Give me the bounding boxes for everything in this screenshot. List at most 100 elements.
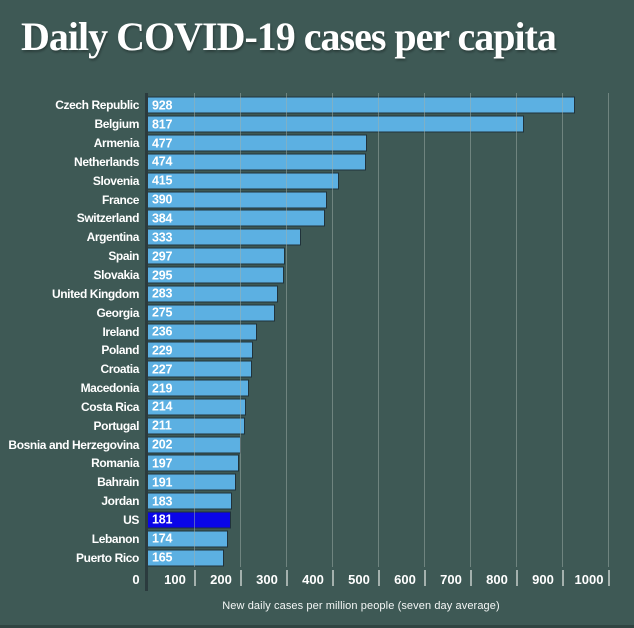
y-axis-line [145, 93, 148, 591]
plot-area: Czech Republic 928 Belgium 817 Armenia 477 Net… [0, 93, 634, 567]
bar-track: 181 [148, 511, 634, 530]
bar-row: Czech Republic 928 [0, 96, 634, 115]
bar: 817 [148, 115, 524, 133]
country-label: Slovenia [92, 173, 140, 188]
country-label: Czech Republic [55, 98, 139, 113]
bar: 333 [148, 228, 301, 246]
country-label: Slovakia [93, 268, 140, 283]
bar-value-label: 229 [152, 343, 173, 358]
bar-row: Romania 197 [0, 454, 634, 473]
bar-value-label: 333 [152, 230, 173, 245]
bar-track: 474 [148, 153, 634, 172]
bar-track: 214 [148, 398, 634, 417]
bar-row: France 390 [0, 190, 634, 209]
gridline [470, 93, 471, 567]
bar-track: 384 [148, 209, 634, 228]
x-tick-label: 1000 [574, 572, 604, 587]
bar-row: Ireland 236 [0, 322, 634, 341]
bar-track: 174 [148, 529, 634, 548]
bar-track: 390 [148, 190, 634, 209]
bar-track: 211 [148, 416, 634, 435]
x-tick-mark [470, 570, 472, 586]
bar-row: Bosnia and Herzegovina 202 [0, 435, 634, 454]
x-tick-mark [562, 570, 564, 586]
bar: 283 [148, 285, 278, 303]
bar-value-label: 295 [152, 268, 173, 283]
bar-track: 333 [148, 228, 634, 247]
bar-row: Spain 297 [0, 247, 634, 266]
bar-value-label: 219 [152, 381, 173, 396]
bar: 390 [148, 191, 327, 209]
country-label: Belgium [94, 117, 139, 132]
bar: 229 [148, 341, 253, 359]
x-tick-mark [194, 570, 196, 586]
chart-title: Daily COVID-19 cases per capita [21, 14, 557, 59]
bar-value-label: 174 [152, 531, 173, 546]
x-tick-mark [424, 570, 426, 586]
x-tick-label: 600 [394, 572, 416, 587]
bar-value-label: 236 [152, 324, 173, 339]
gridline [378, 93, 379, 567]
bar-value-label: 283 [152, 286, 173, 301]
bar: 165 [148, 549, 224, 567]
x-tick-label: 900 [532, 572, 554, 587]
country-label: Costa Rica [80, 399, 139, 414]
highlighted-bar: 181 [148, 511, 231, 529]
country-label: Netherlands [74, 154, 139, 169]
bar-track: 928 [148, 96, 634, 115]
bar-track: 275 [148, 303, 634, 322]
bar-value-label: 817 [152, 117, 173, 132]
bar-track: 295 [148, 266, 634, 285]
x-tick-mark [240, 570, 242, 586]
bar-value-label: 197 [152, 456, 173, 471]
bar-row: Jordan 183 [0, 492, 634, 511]
bar: 191 [148, 473, 236, 491]
x-tick-label: 500 [348, 572, 370, 587]
x-tick-mark [516, 570, 518, 586]
bar-row: Macedonia 219 [0, 379, 634, 398]
bar-row: Slovakia 295 [0, 266, 634, 285]
country-label: Spain [108, 249, 139, 264]
bar-value-label: 202 [152, 437, 173, 452]
country-label: France [102, 192, 139, 207]
x-tick-mark [378, 570, 380, 586]
bar-row: Georgia 275 [0, 303, 634, 322]
country-label: Poland [101, 343, 139, 358]
bar-value-label: 384 [152, 211, 173, 226]
bar: 236 [148, 323, 257, 341]
x-tick-label: 200 [210, 572, 232, 587]
bar-value-label: 211 [152, 418, 172, 433]
country-label: Jordan [101, 494, 139, 509]
bar-track: 817 [148, 115, 634, 134]
country-label: United Kingdom [51, 286, 139, 301]
bar-track: 227 [148, 360, 634, 379]
bottom-edge-shadow [0, 625, 634, 628]
bar-row: Portugal 211 [0, 416, 634, 435]
country-label: Bahrain [97, 475, 139, 490]
bar: 214 [148, 398, 246, 416]
bar-row: Argentina 333 [0, 228, 634, 247]
bar-track: 236 [148, 322, 634, 341]
country-label: Puerto Rico [76, 550, 139, 565]
bar-row: Poland 229 [0, 341, 634, 360]
bar: 297 [148, 247, 285, 265]
gridline [286, 93, 287, 567]
country-label: Armenia [93, 136, 140, 151]
bar: 415 [148, 172, 339, 190]
gridline [562, 93, 563, 567]
country-label: Croatia [100, 362, 139, 377]
bar-value-label: 477 [152, 136, 173, 151]
country-label: Portugal [93, 418, 140, 433]
country-label: Macedonia [80, 381, 140, 396]
gridline [332, 93, 333, 567]
bar: 928 [148, 96, 575, 114]
bar-value-label: 928 [152, 98, 173, 113]
bar: 295 [148, 266, 284, 284]
gridline [240, 93, 241, 567]
bar-rows: Czech Republic 928 Belgium 817 Armenia 477 Net… [0, 96, 634, 567]
country-label: Switzerland [76, 211, 140, 226]
x-tick-mark [286, 570, 288, 586]
bar-track: 415 [148, 171, 634, 190]
bar: 197 [148, 454, 239, 472]
